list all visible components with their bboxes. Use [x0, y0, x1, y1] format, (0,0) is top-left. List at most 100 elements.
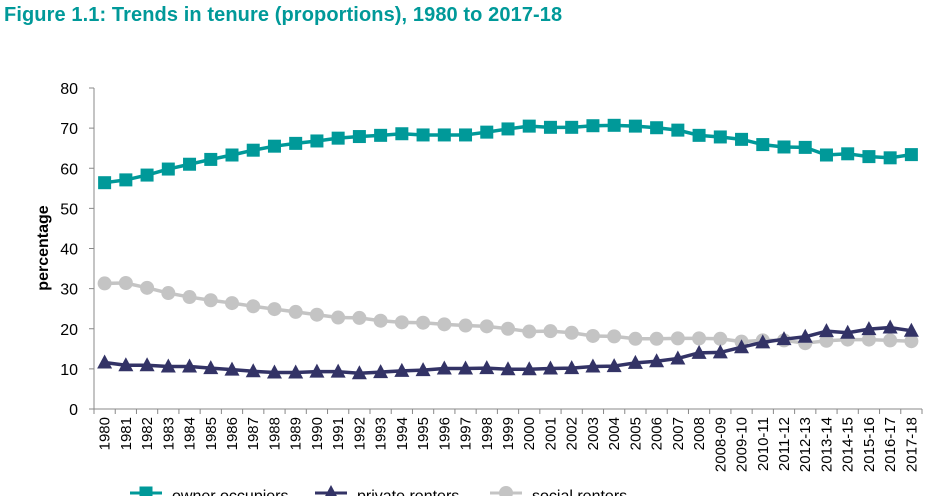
point-owner-occupiers	[289, 136, 303, 150]
point-social-renters	[904, 334, 919, 349]
x-tick-label: 2013-14	[818, 417, 835, 472]
point-social-renters	[501, 321, 515, 336]
x-tick-label: 1985	[203, 417, 220, 450]
point-social-renters	[309, 307, 324, 322]
x-tick-label: 1982	[139, 417, 156, 450]
point-private-renters	[861, 321, 877, 336]
x-tick-label: 1994	[394, 417, 411, 450]
point-private-renters	[606, 358, 622, 373]
point-owner-occupiers	[480, 125, 494, 139]
point-private-renters	[627, 354, 643, 369]
point-social-renters	[416, 315, 431, 330]
point-private-renters	[458, 360, 474, 375]
point-owner-occupiers	[841, 147, 855, 161]
y-tick-label: 30	[60, 282, 78, 299]
x-tick-label: 1983	[160, 417, 177, 450]
point-owner-occupiers	[862, 150, 876, 164]
point-private-renters	[882, 319, 898, 334]
point-owner-occupiers	[671, 123, 685, 137]
point-private-renters	[330, 363, 346, 378]
point-owner-occupiers	[183, 157, 197, 171]
point-social-renters	[437, 317, 452, 332]
point-social-renters	[352, 310, 367, 325]
legend-marker-owner-occupiers	[139, 486, 153, 496]
point-owner-occupiers	[459, 128, 473, 142]
x-tick-label: 2000	[521, 417, 538, 450]
point-private-renters	[903, 322, 919, 337]
point-private-renters	[776, 331, 792, 346]
legend-item-owner-occupiers: owner occupiers	[130, 486, 289, 496]
point-owner-occupiers	[395, 127, 409, 141]
point-private-renters	[394, 362, 410, 377]
point-social-renters	[331, 310, 346, 325]
x-tick-label: 1984	[182, 417, 199, 450]
point-social-renters	[140, 280, 155, 295]
point-social-renters	[373, 313, 388, 328]
point-social-renters	[883, 333, 898, 348]
point-private-renters	[818, 323, 834, 338]
x-tick-label: 2011-12	[776, 417, 793, 471]
x-tick-label: 2010-11	[755, 417, 772, 471]
x-tick-label: 2012-13	[797, 417, 814, 472]
series-private-renters	[97, 319, 919, 380]
x-tick-label: 2017-18	[903, 417, 920, 472]
legend-item-private-renters: private renters	[315, 485, 459, 496]
x-axis: 1980 1981 1982 1983 1984 1985 1986 1987 1988 1989…	[93, 408, 923, 472]
point-social-renters	[713, 331, 728, 346]
point-private-renters	[139, 357, 155, 372]
y-tick-label: 20	[60, 322, 78, 339]
point-social-renters	[97, 276, 112, 291]
point-social-renters	[543, 324, 558, 339]
point-private-renters	[436, 360, 452, 375]
y-tick-label: 50	[60, 201, 78, 218]
y-tick-label: 80	[60, 81, 78, 98]
point-owner-occupiers	[819, 148, 833, 162]
x-tick-label: 2005	[627, 417, 644, 450]
point-owner-occupiers	[225, 148, 239, 162]
point-private-renters	[797, 328, 813, 343]
point-owner-occupiers	[501, 122, 515, 136]
point-owner-occupiers	[267, 139, 281, 153]
x-tick-label: 1980	[97, 417, 114, 450]
point-owner-occupiers	[119, 173, 133, 187]
point-private-renters	[521, 361, 537, 376]
point-social-renters	[649, 331, 664, 346]
x-tick-label: 2002	[564, 417, 581, 450]
y-tick-label: 60	[60, 161, 78, 178]
point-owner-occupiers	[246, 143, 260, 157]
legend-label: social renters	[532, 488, 627, 496]
point-owner-occupiers	[735, 132, 749, 146]
point-owner-occupiers	[522, 119, 536, 133]
x-tick-label: 2008	[691, 417, 708, 450]
point-owner-occupiers	[586, 119, 600, 133]
x-tick-label: 1992	[351, 417, 368, 450]
point-owner-occupiers	[883, 151, 897, 165]
x-tick-label: 2015-16	[861, 417, 878, 472]
x-tick-label: 2016-17	[882, 417, 899, 472]
x-tick-label: 1986	[224, 417, 241, 450]
point-owner-occupiers	[161, 162, 175, 176]
point-private-renters	[542, 360, 558, 375]
point-social-renters	[607, 329, 622, 344]
point-owner-occupiers	[713, 130, 727, 144]
point-private-renters	[734, 339, 750, 354]
legend-marker-social-renters	[499, 486, 513, 496]
point-social-renters	[394, 315, 409, 330]
x-tick-label: 2014-15	[840, 417, 857, 472]
y-axis: 0 10 20 30 40 50 60 70 80	[60, 81, 95, 419]
point-owner-occupiers	[756, 138, 770, 152]
x-tick-label: 2009-10	[734, 417, 751, 472]
point-owner-occupiers	[374, 128, 388, 142]
x-tick-label: 1995	[415, 417, 432, 450]
legend-item-social-renters: social renters	[490, 486, 627, 496]
point-social-renters	[288, 304, 303, 319]
point-private-renters	[585, 358, 601, 373]
point-owner-occupiers	[904, 148, 918, 162]
point-social-renters	[564, 325, 579, 340]
x-tick-label: 1988	[266, 417, 283, 450]
x-tick-label: 1981	[118, 417, 135, 450]
point-social-renters	[692, 331, 707, 346]
legend-label: owner occupiers	[172, 488, 289, 496]
x-tick-label: 1998	[479, 417, 496, 450]
